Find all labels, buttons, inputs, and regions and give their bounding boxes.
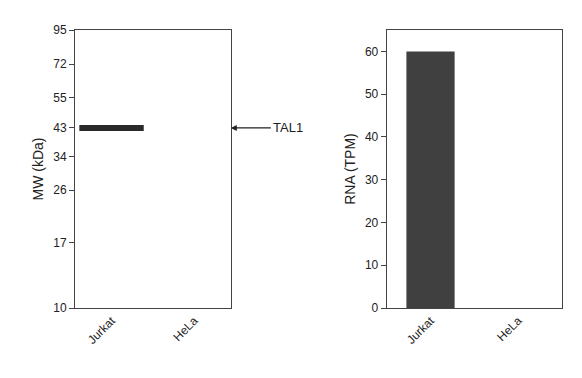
svg-text:17: 17 [53,236,67,250]
svg-text:50: 50 [365,87,379,101]
svg-text:HeLa: HeLa [494,314,524,344]
svg-text:10: 10 [53,301,67,315]
svg-text:0: 0 [372,301,379,315]
svg-text:Jurkat: Jurkat [85,313,118,346]
svg-text:MW (kDa): MW (kDa) [30,138,46,201]
svg-text:43: 43 [53,121,67,135]
svg-text:20: 20 [365,216,379,230]
svg-text:55: 55 [53,91,67,105]
svg-text:60: 60 [365,45,379,59]
svg-text:RNA (TPM): RNA (TPM) [342,133,358,205]
svg-text:10: 10 [365,258,379,272]
svg-text:72: 72 [53,57,67,71]
svg-text:30: 30 [365,173,379,187]
svg-text:26: 26 [53,183,67,197]
svg-text:34: 34 [53,150,67,164]
svg-text:40: 40 [365,130,379,144]
svg-text:TAL1: TAL1 [273,120,303,135]
svg-text:HeLa: HeLa [170,314,200,344]
svg-text:Jurkat: Jurkat [404,313,437,346]
svg-text:95: 95 [53,23,67,37]
